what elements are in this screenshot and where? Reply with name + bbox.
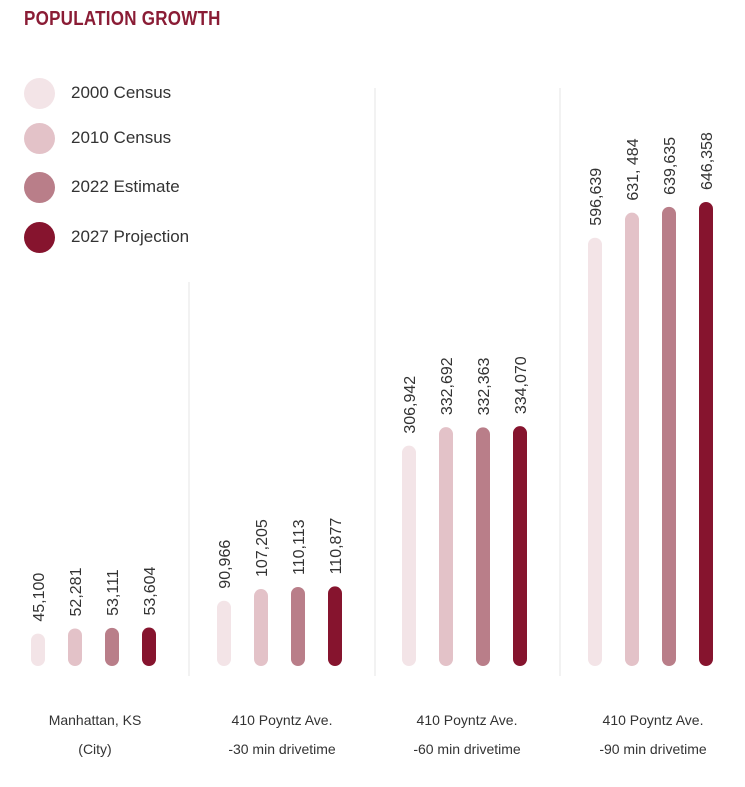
chart-title: POPULATION GROWTH (24, 8, 221, 30)
value-label: 306,942 (402, 376, 419, 434)
group-label-90min: 410 Poyntz Ave. -90 min drivetime (563, 706, 743, 764)
bar-2027-projection-group-4 (699, 202, 713, 666)
bar-2000-census-group-4 (588, 237, 602, 666)
legend-label-2010-census: 2010 Census (71, 128, 172, 147)
group-label-manhattan: Manhattan, KS (City) (5, 706, 185, 764)
bar-2010-census-group-4 (625, 212, 639, 666)
value-label: 639,635 (662, 137, 679, 195)
value-label: 646,358 (699, 132, 716, 190)
value-label: 334,070 (513, 356, 530, 414)
legend-label-2027-projection: 2027 Projection (71, 227, 190, 246)
value-label: 45,100 (31, 573, 48, 622)
value-label: 631, 484 (625, 138, 642, 200)
value-label: 332,363 (476, 357, 493, 415)
group-label-30min: 410 Poyntz Ave. -30 min drivetime (192, 706, 372, 764)
group-label-line1: 410 Poyntz Ave. (416, 712, 518, 728)
value-label: 53,604 (142, 566, 159, 615)
bar-2022-estimate-group-2 (291, 586, 305, 666)
bar-2010-census-group-2 (254, 589, 268, 666)
bar-2000-census-group-1 (31, 633, 45, 666)
value-label: 332,692 (439, 357, 456, 415)
group-label-line2: -90 min drivetime (599, 741, 707, 757)
value-label: 596,639 (588, 168, 605, 226)
bar-2022-estimate-group-4 (662, 206, 676, 666)
bar-2000-census-group-2 (217, 600, 231, 666)
group-label-line2: -60 min drivetime (413, 741, 521, 757)
group-label-line1: 410 Poyntz Ave. (231, 712, 333, 728)
value-label: 53,111 (105, 569, 122, 616)
bar-2022-estimate-group-3 (476, 427, 490, 666)
legend-label-2000-census: 2000 Census (71, 83, 172, 102)
bar-2010-census-group-1 (68, 628, 82, 666)
bar-2027-projection-group-3 (513, 426, 527, 666)
value-label: 110,113 (291, 519, 308, 575)
bar-2027-projection-group-1 (142, 627, 156, 666)
bar-2000-census-group-3 (402, 445, 416, 666)
legend-swatch-2027-projection (24, 222, 55, 253)
value-label: 110,877 (328, 518, 345, 575)
legend-swatch-2010-census (24, 123, 55, 154)
bar-2027-projection-group-2 (328, 586, 342, 666)
group-label-line2: -30 min drivetime (228, 741, 336, 757)
group-label-line1: Manhattan, KS (48, 712, 142, 728)
legend-label-2022-estimate: 2022 Estimate (71, 177, 180, 196)
group-label-60min: 410 Poyntz Ave. -60 min drivetime (377, 706, 557, 764)
group-label-line2: (City) (78, 741, 112, 757)
bar-2010-census-group-3 (439, 427, 453, 666)
value-label: 52,281 (68, 567, 85, 616)
legend-swatch-2000-census (24, 78, 55, 109)
bar-2022-estimate-group-1 (105, 627, 119, 666)
value-label: 107,205 (254, 519, 271, 577)
group-label-line1: 410 Poyntz Ave. (602, 712, 704, 728)
legend-swatch-2022-estimate (24, 172, 55, 203)
value-label: 90,966 (217, 540, 234, 589)
